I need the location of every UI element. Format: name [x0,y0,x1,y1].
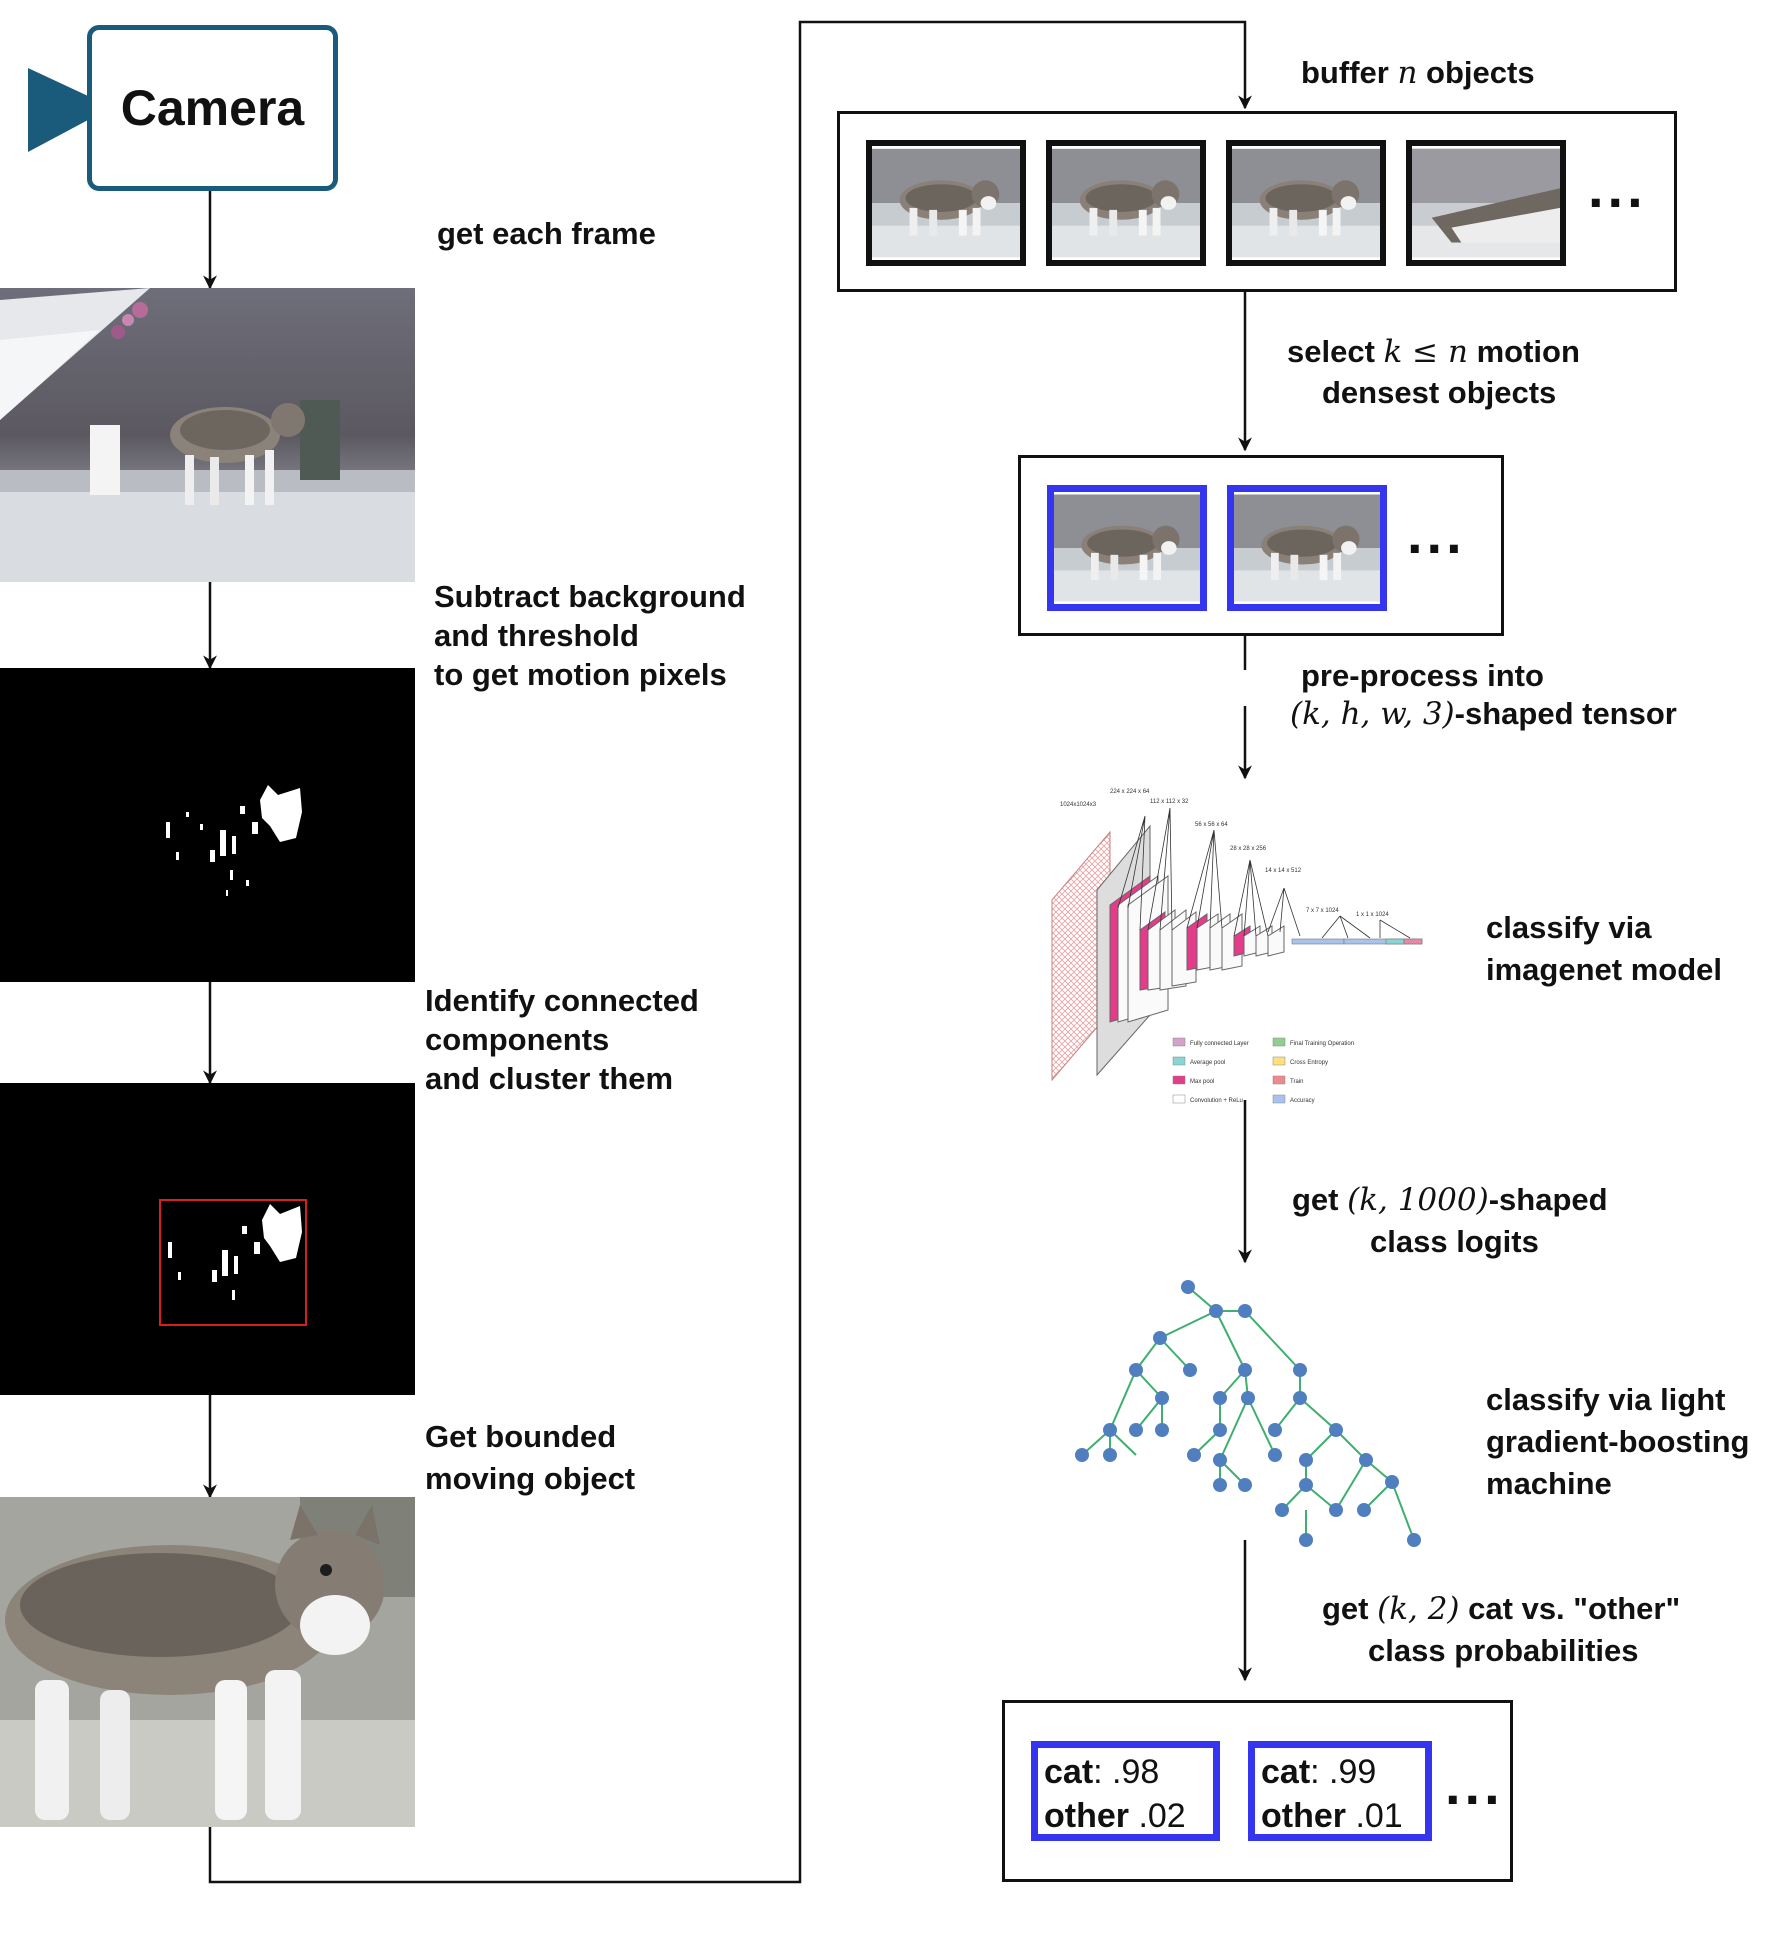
legend-item: Convolution + ReLu [1190,1098,1243,1104]
motion-pixels-image [0,668,415,982]
step-imagenet-line2: imagenet model [1486,952,1722,987]
cnn-layer-label: 7 x 7 x 1024 [1306,908,1339,914]
step-bounded-line2: moving object [425,1461,636,1496]
result-2-other-row: other .01 [1261,1794,1425,1838]
step-gbm-line1: classify via light [1486,1382,1726,1417]
cnn-layer-label: 1024x1024x3 [1060,802,1097,808]
selected-ellipsis: ... [1407,502,1466,565]
buffer-thumb-3 [1226,140,1386,266]
result-2-cat-row: cat: .99 [1261,1750,1425,1794]
selected-thumb-1 [1047,485,1207,611]
preprocess-math: (k, h, w, 3) [1290,696,1455,732]
buffer-prefix: buffer [1301,55,1389,90]
step-identify-line3: and cluster them [425,1061,674,1096]
probs-prefix: get [1322,1591,1369,1626]
selected-objects-box: ... [1018,455,1504,636]
result-1-other-row: other .02 [1044,1794,1213,1838]
buffer-ellipsis: ... [1588,156,1647,219]
connected-components-image [0,1083,415,1395]
step-probs-line1: get (k, 2) cat vs. "other" [1322,1589,1680,1629]
buffer-thumb-2 [1046,140,1206,266]
step-buffer: buffer n objects [1301,53,1535,93]
step-preprocess-line2: (k, h, w, 3)-shaped tensor [1290,694,1677,734]
results-ellipsis: ... [1445,1753,1504,1816]
step-gbm-line3: machine [1486,1466,1612,1501]
legend-item: Cross Entropy [1290,1060,1328,1066]
camera-node: Camera [87,25,338,191]
cnn-layer-label: 14 x 14 x 512 [1265,868,1302,874]
step-probs-line2: class probabilities [1368,1633,1639,1668]
step-imagenet-line1: classify via [1486,910,1652,945]
connector-to-buffer [208,20,1252,1884]
logits-prefix: get [1292,1182,1339,1217]
imagenet-model-diagram: 1024x1024x3 224 x 224 x 64 112 x 112 x 3… [1051,789,1423,1104]
step-logits-line2: class logits [1370,1224,1539,1259]
select-prefix: select [1287,334,1375,369]
results-box: cat: .98 other .02 cat: .99 other .01 ..… [1002,1700,1513,1882]
step-get-frame: get each frame [437,216,656,251]
step-identify-line2: components [425,1022,610,1057]
bounding-box [159,1199,307,1326]
buffer-var: n [1397,55,1418,91]
buffer-objects-box: ... [837,111,1677,292]
probs-math: (k, 2) [1377,1591,1460,1627]
legend-item: Final Training Operation [1290,1041,1354,1047]
buffer-thumb-4 [1406,140,1566,266]
camera-label: Camera [120,80,305,136]
result-1-other-label: other [1044,1797,1129,1835]
result-2-cat-label: cat [1261,1753,1311,1791]
cnn-layer-label: 56 x 56 x 64 [1195,822,1228,828]
camera-icon [28,68,88,152]
bounded-object-image [0,1497,415,1827]
logits-suffix: -shaped [1488,1182,1608,1217]
step-identify-line1: Identify connected [425,983,699,1018]
step-logits-line1: get (k, 1000)-shaped [1292,1180,1608,1220]
result-1-cat-value: : .98 [1093,1753,1160,1791]
step-select-line2: densest objects [1322,375,1557,410]
step-select-line1: select k ≤ n motion [1287,332,1580,372]
selected-thumb-2 [1227,485,1387,611]
result-2-other-value: .01 [1346,1797,1403,1835]
step-subtract-line3: to get motion pixels [434,657,727,692]
legend-item: Fully connected Layer [1190,1041,1249,1047]
cnn-layer-label: 112 x 112 x 32 [1150,799,1189,805]
result-card-2: cat: .99 other .01 [1248,1741,1432,1841]
result-1-cat-row: cat: .98 [1044,1750,1213,1794]
cnn-legend: Fully connected Layer Average pool Max p… [1172,1037,1354,1104]
result-1-other-value: .02 [1129,1797,1186,1835]
step-subtract-line1: Subtract background [434,579,746,614]
preprocess-suffix: -shaped tensor [1454,696,1677,731]
gradient-boosting-tree [1075,1280,1421,1547]
legend-item: Train [1290,1079,1303,1085]
legend-item: Accuracy [1290,1098,1315,1104]
camera-frame-image [0,288,415,582]
legend-item: Average pool [1190,1060,1225,1066]
buffer-suffix: objects [1426,55,1535,90]
step-bounded-line1: Get bounded [425,1419,617,1454]
select-math: k ≤ n [1383,334,1468,370]
step-gbm-line2: gradient-boosting [1486,1424,1750,1459]
result-1-cat-label: cat [1044,1753,1094,1791]
buffer-thumb-1 [866,140,1026,266]
cnn-layer-label: 224 x 224 x 64 [1110,789,1150,795]
result-2-other-label: other [1261,1797,1346,1835]
probs-suffix: cat vs. "other" [1468,1591,1681,1626]
result-card-1: cat: .98 other .02 [1031,1741,1220,1841]
step-subtract-line2: and threshold [434,618,639,653]
cnn-layer-label: 1 x 1 x 1024 [1356,912,1389,918]
step-preprocess-line1: pre-process into [1301,658,1544,693]
result-2-cat-value: : .99 [1310,1753,1377,1791]
legend-item: Max pool [1190,1079,1214,1085]
select-suffix: motion [1476,334,1580,369]
logits-math: (k, 1000) [1347,1182,1489,1218]
cnn-layer-label: 28 x 28 x 256 [1230,846,1267,852]
